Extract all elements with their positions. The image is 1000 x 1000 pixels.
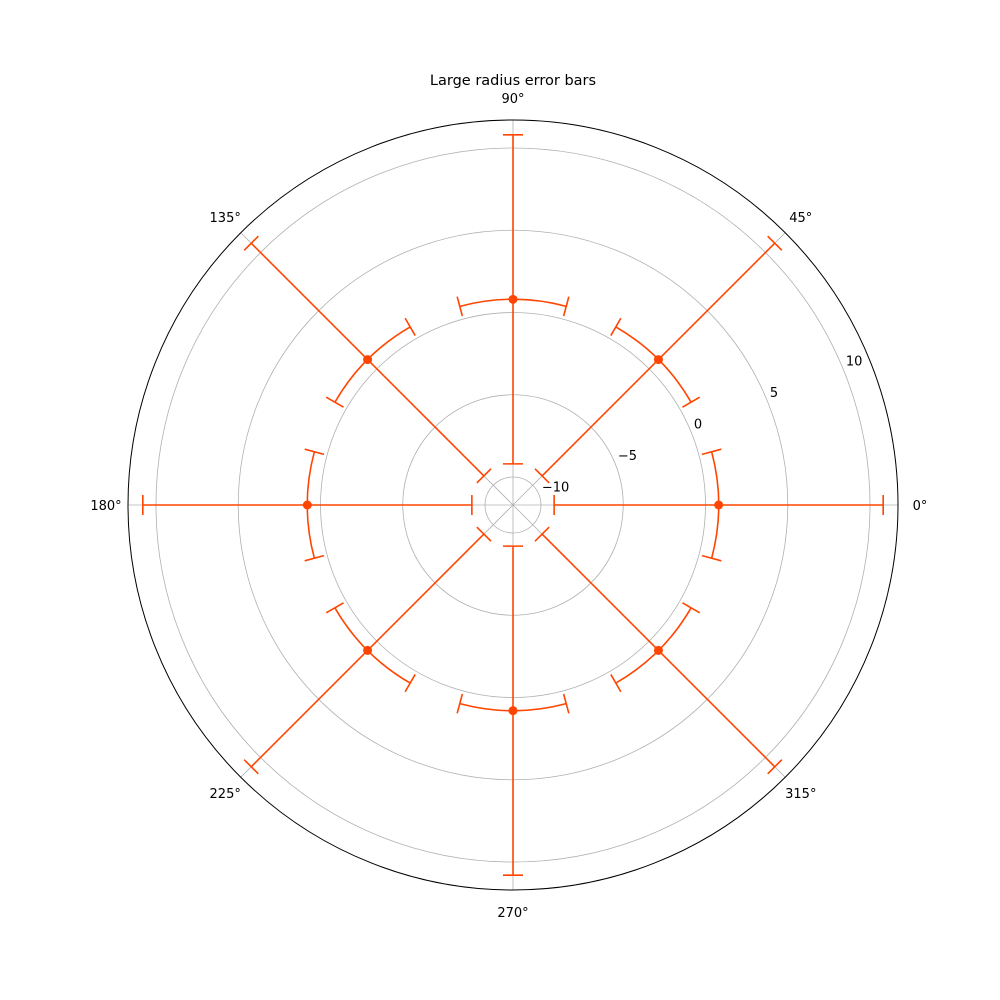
data-point	[653, 355, 663, 365]
angular-error-cap	[456, 296, 464, 317]
angular-error-cap	[610, 317, 622, 336]
polar-frame	[127, 119, 899, 891]
data-point	[653, 645, 663, 655]
theta-tick-label: 225°	[210, 787, 241, 802]
radial-error-cap	[534, 468, 550, 484]
data-point	[508, 706, 518, 716]
data-point	[714, 500, 724, 510]
radial-error-cap	[767, 759, 783, 775]
angular-error-cap	[562, 296, 570, 317]
theta-tick-label: 0°	[913, 499, 928, 514]
r-tick-label: 5	[770, 386, 778, 401]
radial-error-cap	[534, 526, 550, 542]
chart-title: Large radius error bars	[430, 73, 596, 89]
angular-error-cap	[610, 674, 622, 693]
theta-tick-label: 45°	[789, 211, 812, 226]
angular-error-cap	[456, 693, 464, 714]
angular-error-cap	[304, 448, 325, 456]
angular-error-cap	[701, 554, 722, 562]
r-tick-label: 10	[846, 354, 863, 369]
radial-error-cap	[476, 468, 492, 484]
angular-error-cap	[325, 602, 344, 614]
angular-error-cap	[325, 396, 344, 408]
data-point	[363, 645, 373, 655]
radial-error-cap	[243, 235, 259, 251]
r-tick-label: −5	[618, 449, 637, 464]
angular-error-cap	[701, 448, 722, 456]
theta-tick-label: 315°	[785, 787, 816, 802]
theta-tick-label: 135°	[210, 211, 241, 226]
radial-error-cap	[476, 526, 492, 542]
angular-error-cap	[404, 674, 416, 693]
data-point	[363, 355, 373, 365]
angular-error-cap	[304, 554, 325, 562]
angular-error-cap	[682, 396, 701, 408]
r-tick-label: −10	[542, 480, 569, 495]
polar-outer-spine	[127, 119, 899, 891]
data-point	[508, 294, 518, 304]
data-point	[302, 500, 312, 510]
tick-labels: 0° 45° 90° 135° 180° 225° 270° 315° −10 −5 0 5 10	[90, 92, 927, 921]
theta-tick-label: 270°	[497, 906, 528, 921]
angular-error-cap	[562, 693, 570, 714]
theta-tick-label: 90°	[501, 92, 524, 107]
angular-error-cap	[682, 602, 701, 614]
theta-tick-label: 180°	[90, 499, 121, 514]
r-tick-label: 0	[694, 417, 702, 432]
radial-error-cap	[243, 759, 259, 775]
errorbar-series	[142, 134, 884, 876]
radial-error-cap	[767, 235, 783, 251]
angular-error-cap	[404, 317, 416, 336]
